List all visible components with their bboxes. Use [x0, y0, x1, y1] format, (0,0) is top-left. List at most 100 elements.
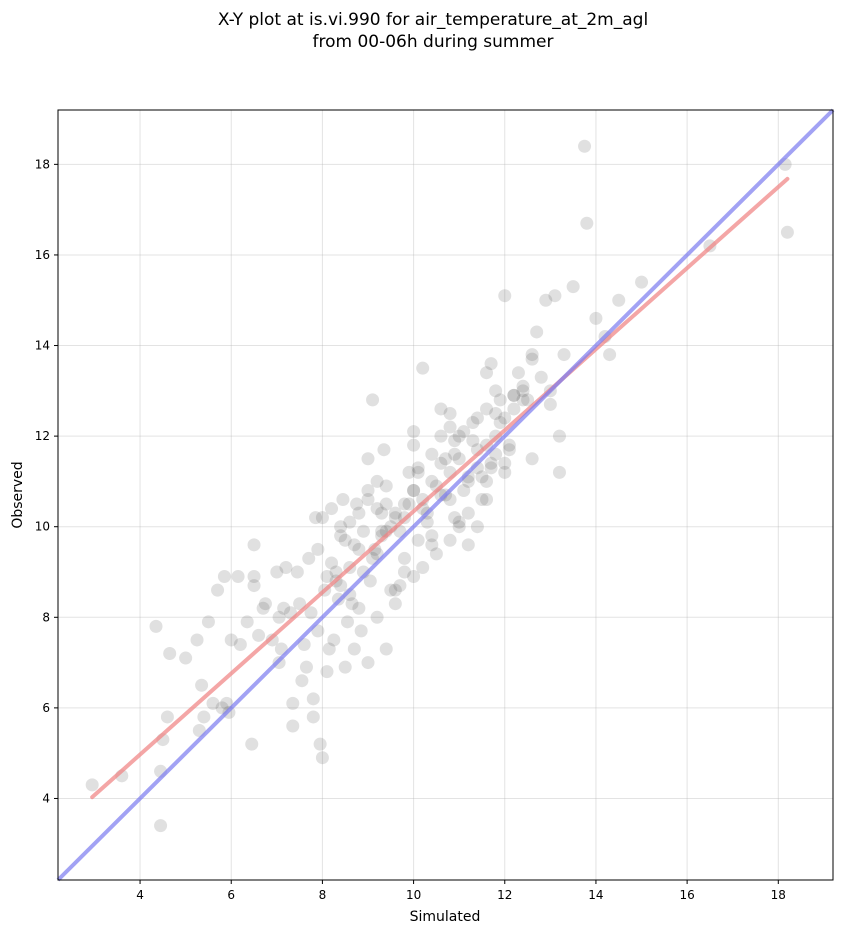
scatter-point: [548, 289, 562, 303]
scatter-point: [299, 660, 313, 674]
scatter-point: [370, 502, 384, 516]
y-axis-label: Observed: [10, 461, 26, 528]
y-tick-label: 10: [35, 520, 50, 534]
chart-title-line-2: from 00-06h during summer: [313, 32, 554, 52]
scatter-point: [480, 402, 494, 416]
scatter-point: [429, 547, 443, 561]
x-tick-label: 4: [136, 888, 144, 902]
scatter-point: [443, 420, 457, 434]
scatter-point: [407, 438, 421, 452]
scatter-point: [190, 633, 204, 647]
scatter-point: [525, 352, 539, 366]
scatter-point: [388, 511, 402, 525]
y-tick-label: 6: [42, 701, 50, 715]
scatter-point: [402, 497, 416, 511]
scatter-point: [516, 384, 530, 398]
scatter-point: [356, 524, 370, 538]
scatter-point: [439, 452, 452, 466]
scatter-point: [388, 583, 402, 597]
scatter-point: [85, 778, 99, 792]
scatter-point: [377, 443, 391, 457]
scatter-point: [379, 642, 393, 656]
scatter-point: [489, 406, 503, 420]
scatter-point: [407, 570, 421, 584]
scatter-point: [502, 443, 516, 457]
scatter-point: [411, 461, 425, 475]
scatter-point: [352, 601, 366, 615]
scatter-point: [603, 348, 617, 362]
scatter-point: [397, 551, 411, 565]
scatter-point: [379, 497, 393, 511]
scatter-point: [315, 511, 329, 525]
scatter-point: [290, 565, 304, 579]
scatter-point: [480, 493, 494, 507]
scatter-point: [384, 583, 398, 597]
scatter-point: [502, 438, 516, 452]
scatter-point: [461, 538, 475, 552]
scatter-point: [293, 597, 307, 611]
scatter-point: [402, 465, 416, 479]
scatter-point: [256, 601, 270, 615]
scatter-point: [534, 370, 548, 384]
scatter-point: [379, 479, 393, 493]
identity-line: [56, 108, 835, 882]
scatter-point: [589, 311, 603, 325]
scatter-point: [425, 447, 439, 461]
scatter-point: [397, 565, 411, 579]
scatter-point: [507, 402, 521, 416]
scatter-point: [530, 325, 544, 339]
scatter-point: [498, 289, 512, 303]
scatter-point: [361, 452, 375, 466]
scatter-point: [388, 597, 402, 611]
scatter-point: [347, 538, 361, 552]
scatter-point: [338, 533, 352, 547]
y-tick-label: 18: [35, 157, 50, 171]
scatter-point: [197, 710, 211, 724]
scatter-point: [452, 452, 466, 466]
scatter-point: [525, 348, 539, 362]
scatter-point: [247, 538, 261, 552]
scatter-point: [354, 624, 368, 638]
y-tick-label: 14: [35, 339, 50, 353]
x-tick-label: 14: [588, 888, 603, 902]
scatter-point: [304, 606, 318, 620]
scatter-point: [343, 515, 357, 529]
scatter-point: [336, 493, 350, 507]
x-tick-label: 8: [319, 888, 327, 902]
scatter-point: [443, 533, 457, 547]
scatter-point: [258, 597, 272, 611]
scatter-point: [325, 556, 339, 570]
scatter-point: [480, 366, 494, 380]
scatter-point: [448, 511, 462, 525]
scatter-point: [612, 293, 626, 307]
scatter-point: [407, 425, 421, 439]
scatter-point: [425, 538, 439, 552]
scatter-point: [461, 506, 475, 520]
scatter-point: [407, 483, 421, 497]
x-axis-label: Simulated: [410, 909, 481, 925]
scatter-point: [370, 610, 384, 624]
scatter-point: [470, 411, 484, 425]
scatter-point: [352, 506, 366, 520]
scatter-point: [231, 570, 245, 584]
scatter-point: [484, 461, 498, 475]
scatter-point: [270, 565, 284, 579]
scatter-point: [434, 402, 448, 416]
scatter-point: [334, 529, 348, 543]
scatter-point: [334, 520, 348, 534]
scatter-point: [635, 275, 649, 289]
scatter-point: [240, 615, 254, 629]
scatter-point: [309, 511, 323, 525]
scatter-point: [489, 384, 503, 398]
scatter-point: [425, 529, 439, 543]
scatter-point: [322, 642, 336, 656]
scatter-point: [475, 493, 489, 507]
scatter-point: [206, 696, 220, 710]
scatter-point: [393, 579, 407, 593]
scatter-point: [179, 651, 193, 665]
scatter-point: [516, 393, 530, 407]
scatter-point: [306, 710, 320, 724]
scatter-point: [466, 416, 480, 430]
scatter-point: [286, 696, 300, 710]
scatter-point: [407, 483, 421, 497]
